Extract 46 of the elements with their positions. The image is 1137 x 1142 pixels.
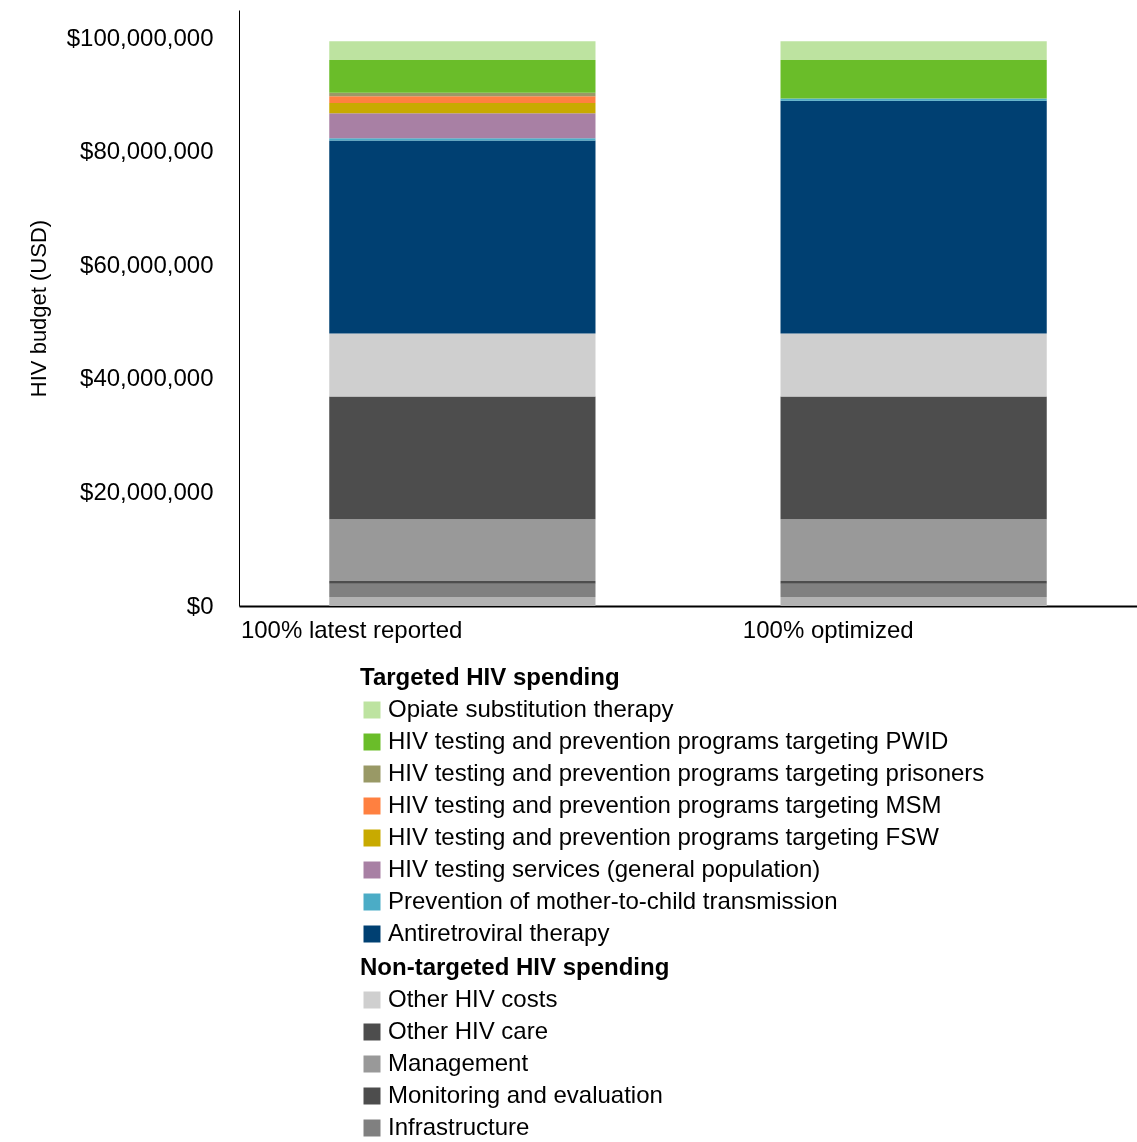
bar: [329, 583, 596, 597]
legend-title: Targeted HIV spending: [360, 663, 620, 690]
bar: [329, 140, 596, 334]
legend-label: Opiate substitution therapy: [388, 695, 674, 722]
legend-label: Antiretroviral therapy: [388, 919, 610, 946]
y-tick-label: $60,000,000: [80, 250, 214, 278]
bar: [329, 596, 596, 606]
bar: [329, 138, 596, 141]
bar: [329, 96, 596, 104]
x-tick-label: 100% optimized: [742, 615, 914, 643]
bar: [780, 59, 1047, 99]
bar: [780, 100, 1047, 334]
legend-label: Infrastructure: [388, 1113, 530, 1140]
bar: [329, 103, 596, 114]
bar: [780, 333, 1047, 397]
bar: [329, 519, 596, 582]
y-tick-label: $40,000,000: [80, 364, 214, 392]
bar: [329, 581, 596, 584]
bar: [780, 396, 1047, 520]
legend-label: Other HIV care: [388, 1017, 549, 1044]
legend-label: HIV testing services (general population): [388, 855, 821, 882]
bar: [780, 596, 1047, 606]
bar: [780, 581, 1047, 584]
y-tick-label: $80,000,000: [80, 137, 214, 165]
bar: [329, 41, 596, 60]
y-tick-label: $0: [186, 591, 214, 619]
legend-label: HIV testing and prevention programs targeting FSW: [388, 823, 940, 850]
bar: [329, 59, 596, 93]
text: Non-targeted HIV spending: [360, 953, 670, 980]
bar: [780, 519, 1047, 582]
legend-label: Other HIV costs: [388, 985, 558, 1012]
legend-label: Prevention of mother-to-child transmission: [388, 887, 838, 914]
legend-label: HIV testing and prevention programs targeting MSM: [388, 791, 942, 818]
bar: [329, 333, 596, 397]
legend-label: Management: [388, 1049, 529, 1076]
bar: [329, 113, 596, 139]
legend-label: HIV testing and prevention programs targeting PWID: [388, 727, 949, 754]
x-tick-label: 100% latest reported: [240, 615, 463, 643]
legend-label: Monitoring and evaluation: [388, 1081, 663, 1108]
y-tick-label: $20,000,000: [80, 477, 214, 505]
bar: [329, 396, 596, 520]
y-tick-label: $100,000,000: [66, 23, 214, 51]
bar: [780, 41, 1047, 60]
y-axis-title: HIV budget (USD): [25, 219, 51, 398]
legend-label: HIV testing and prevention programs targeting prisoners: [388, 759, 985, 786]
bar: [780, 583, 1047, 597]
